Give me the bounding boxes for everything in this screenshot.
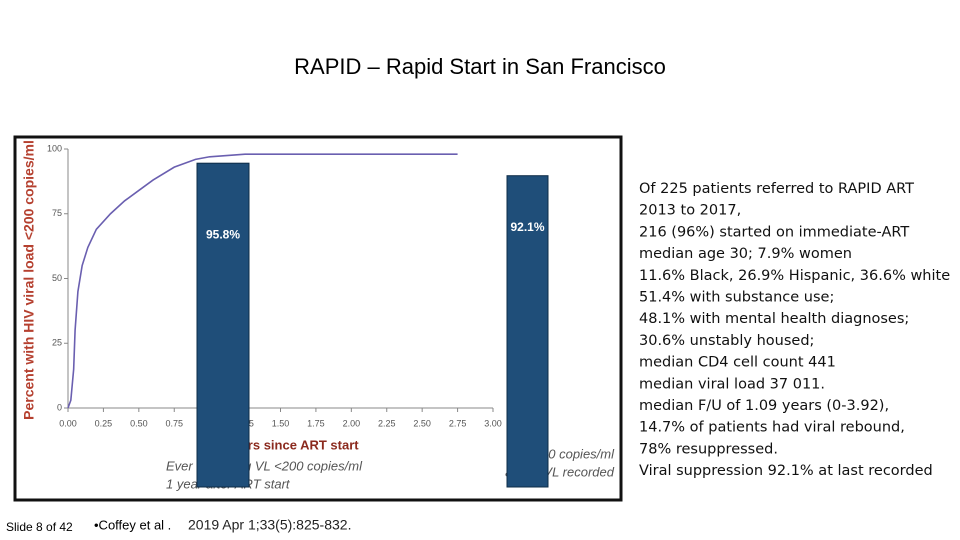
summary-line: 2013 to 2017, — [639, 203, 741, 219]
x-tick-label: 0.25 — [95, 418, 113, 428]
summary-line: 216 (96%) started on immediate-ART — [639, 224, 909, 240]
x-tick-label: 2.25 — [378, 418, 396, 428]
summary-line: median F/U of 1.09 years (0-3.92), — [639, 398, 889, 414]
y-tick-label: 75 — [52, 208, 62, 218]
x-tick-label: 2.75 — [449, 418, 467, 428]
y-tick-label: 0 — [57, 402, 62, 412]
x-tick-label: 0.75 — [165, 418, 183, 428]
x-tick-label: 2.50 — [413, 418, 431, 428]
slide-title: RAPID – Rapid Start in San Francisco — [294, 54, 666, 79]
summary-line: 48.1% with mental health diagnoses; — [639, 311, 909, 327]
summary-line: 11.6% Black, 26.9% Hispanic, 36.6% white — [639, 268, 950, 284]
citation-ref: 2019 Apr 1;33(5):825-832. — [188, 517, 351, 533]
y-tick-label: 25 — [52, 338, 62, 348]
bar-value-label: 92.1% — [510, 220, 544, 234]
summary-line: 14.7% of patients had viral rebound, — [639, 420, 905, 436]
bar — [196, 162, 250, 488]
x-tick-label: 1.50 — [272, 418, 290, 428]
line-series — [67, 153, 458, 409]
x-tick-label: 0.50 — [130, 418, 148, 428]
y-tick-label: 50 — [52, 273, 62, 283]
x-tick-label: 1.75 — [307, 418, 325, 428]
bar-value-label: 95.8% — [206, 227, 240, 241]
summary-line: median CD4 cell count 441 — [639, 355, 836, 371]
summary-line: 30.6% unstably housed; — [639, 333, 814, 349]
y-axis-title: Percent with HIV viral load <200 copies/… — [21, 140, 37, 420]
summary-line: 78% resuppressed. — [639, 441, 778, 457]
y-tick-label: 100 — [47, 143, 62, 153]
summary-line: Of 225 patients referred to RAPID ART — [639, 181, 914, 197]
x-tick-label: 2.00 — [343, 418, 361, 428]
summary-line: Viral suppression 92.1% at last recorded — [639, 463, 933, 479]
x-axis-title: Years since ART start — [225, 437, 359, 452]
summary-line: median age 30; 7.9% women — [639, 246, 852, 262]
slide-number: Slide 8 of 42 — [6, 520, 73, 534]
citation-author: •Coffey et al . — [94, 517, 171, 532]
x-tick-label: 3.00 — [484, 418, 502, 428]
annotation: Ever achieving VL <200 copies/ml — [166, 458, 363, 473]
x-tick-label: 0.00 — [59, 418, 77, 428]
summary-line: median viral load 37 011. — [639, 376, 825, 392]
summary-line: 51.4% with substance use; — [639, 290, 834, 306]
bar — [506, 175, 549, 488]
